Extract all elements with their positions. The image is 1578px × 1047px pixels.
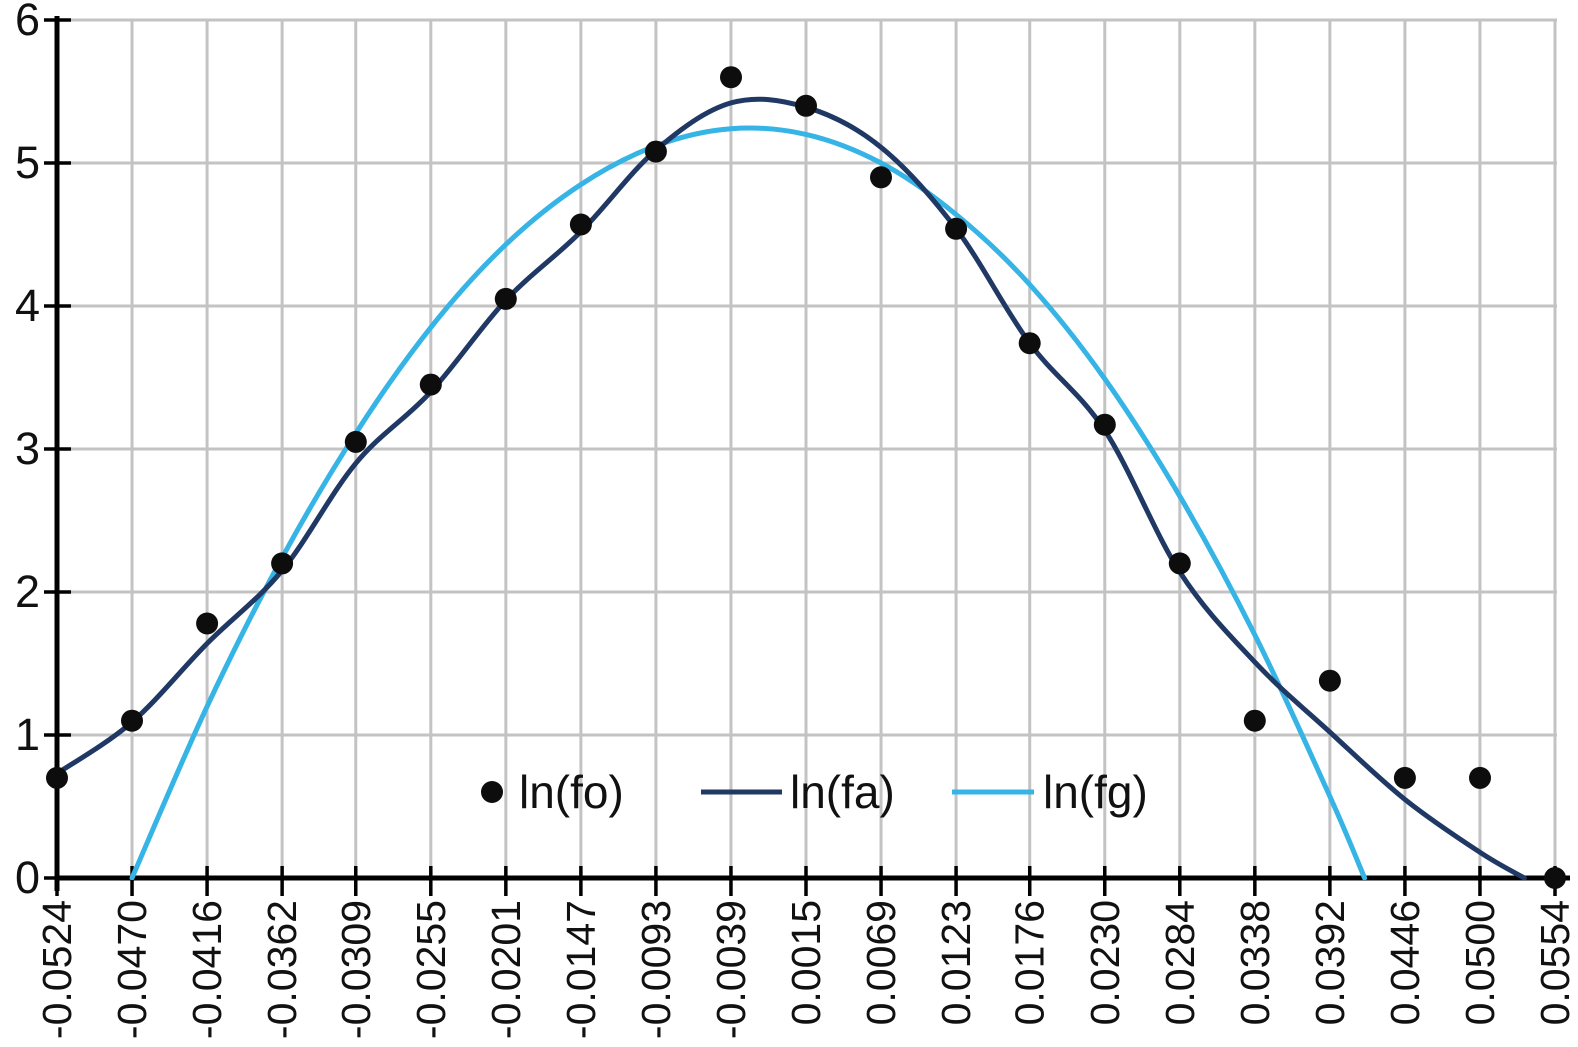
x-tick-label: -0.0470 [109,900,155,1039]
x-tick-label: -0.0093 [633,900,679,1039]
x-tick-label: 0.0554 [1532,900,1578,1025]
x-tick-label: -0.0255 [408,900,454,1039]
y-tick-label: 0 [15,852,40,903]
scatter-point [945,217,968,240]
tick-marks [44,18,1557,896]
scatter-point [46,766,68,789]
scatter-point [1093,413,1116,436]
scatter-point [271,552,294,575]
y-tick-label: 6 [15,0,40,45]
y-tick-label: 5 [15,137,40,188]
scatter-point [569,213,592,236]
scatter-point [644,140,667,163]
scatter-point [720,66,742,89]
x-tick-label: 0.0176 [1007,900,1053,1025]
x-tick-label: 0.0015 [783,900,829,1025]
scatter-point [795,94,817,117]
scatter-point [494,287,517,310]
y-tick-label: 2 [15,566,40,617]
y-axis-labels: 0 1 2 3 4 5 6 [15,0,40,903]
scatter-point [1243,709,1266,732]
x-tick-label: -0.0362 [259,900,305,1039]
x-tick-label: -0.0201 [483,900,529,1039]
y-tick-label: 3 [15,423,40,474]
series-scatter-ln-fo [46,66,1566,889]
x-tick-label: 0.0500 [1457,900,1503,1025]
scatter-point [1544,867,1566,889]
x-tick-label: -0.0147 [558,900,604,1039]
x-tick-label: -0.0039 [708,900,754,1039]
x-tick-label: 0.0284 [1157,900,1203,1025]
legend-marker-ln-fo [481,781,503,803]
x-axis-labels: -0.0524 -0.0470 -0.0416 -0.0362 -0.0309 -0.02… [34,900,1578,1039]
scatter-point [1393,766,1416,789]
x-tick-label: 0.0392 [1307,900,1353,1025]
axes [54,16,1570,891]
legend-label-ln-fo: ln(fo) [519,766,624,818]
y-tick-label: 4 [15,280,40,331]
x-tick-label: 0.0230 [1082,900,1128,1025]
scatter-point [196,612,219,635]
legend-label-ln-fa: ln(fa) [790,766,895,818]
x-tick-label: -0.0524 [34,900,80,1039]
x-tick-label: -0.0416 [184,900,230,1039]
x-tick-label: 0.0446 [1382,900,1428,1025]
x-tick-label: 0.0338 [1232,900,1278,1025]
scatter-point [121,709,143,732]
scatter-point [1318,669,1341,692]
y-tick-label: 1 [15,709,40,760]
x-tick-label: 0.0069 [858,900,904,1025]
scatter-point [1469,766,1491,789]
scatter-point [870,166,892,189]
scatter-point [1168,552,1191,575]
scatter-point [1018,332,1041,355]
legend: ln(fo) ln(fa) ln(fg) [481,766,1148,818]
series-line-ln-fa- [54,96,1527,880]
scatter-point [419,373,442,396]
x-tick-label: 0.0123 [933,900,979,1025]
gridlines [55,18,1557,880]
legend-label-ln-fg: ln(fg) [1043,766,1148,818]
scatter-point [344,430,367,453]
series-line-ln-fg- [129,125,1368,880]
x-tick-label: -0.0309 [333,900,379,1039]
